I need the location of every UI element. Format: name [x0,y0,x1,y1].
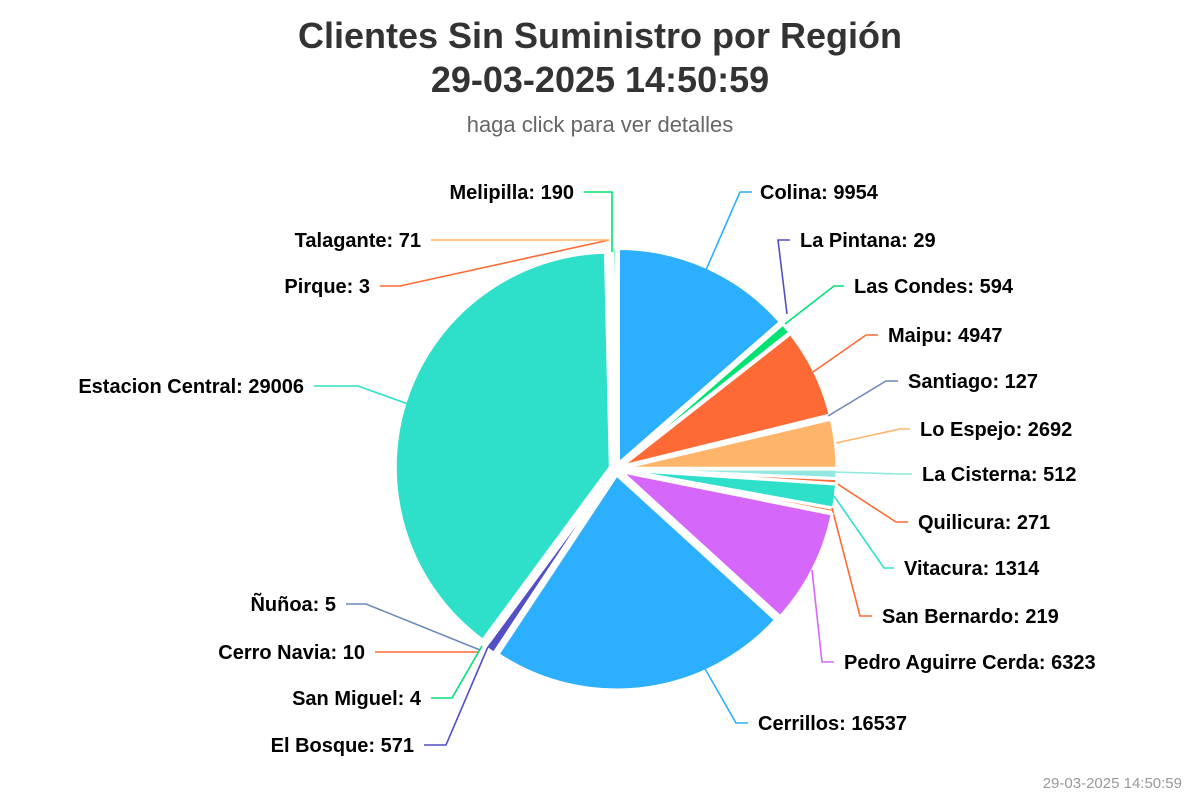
data-label: El Bosque: 571 [271,735,414,757]
data-label: Cerro Navia: 10 [218,642,365,664]
data-label-connector [811,569,834,663]
data-label: Melipilla: 190 [450,182,575,204]
data-label: Santiago: 127 [908,371,1038,393]
data-label-connector [703,666,748,724]
data-label-connector [777,239,790,315]
data-label: Pedro Aguirre Cerda: 6323 [844,652,1096,674]
data-label-connector [833,471,912,475]
data-label-connector [584,191,613,252]
data-label-connector [831,507,872,617]
data-label: Las Condes: 594 [854,276,1014,298]
data-label: Talagante: 71 [295,230,421,252]
data-label: San Bernardo: 219 [882,606,1059,628]
chart-title-line2: 29-03-2025 14:50:59 [430,59,770,100]
data-label: Estacion Central: 29006 [78,376,304,398]
data-label-connector [705,191,752,271]
data-label: Pirque: 3 [284,276,370,298]
data-label-connector [380,239,610,287]
chart-title-line1: Clientes Sin Suministro por Región [297,15,903,56]
pie-slice-cerrillos[interactable] [496,473,778,692]
data-label: Cerrillos: 16537 [758,713,907,735]
chart-subtitle: haga click para ver detalles [466,112,734,137]
data-label-connector [431,645,483,699]
data-label: Ñuñoa: 5 [250,593,336,616]
data-label-connector [784,285,844,325]
chart-credit: 29-03-2025 14:50:59 [1042,775,1182,792]
data-label-connector [835,428,910,444]
data-label-connector [812,334,878,373]
data-label: Colina: 9954 [760,182,879,204]
data-label-connector [835,482,908,523]
data-label: Vitacura: 1314 [904,558,1040,580]
data-label: Quilicura: 271 [918,512,1050,534]
pie-slice-melipilla[interactable] [610,246,618,465]
data-label-connector [833,495,894,569]
data-label-connector [424,641,491,746]
data-label-connector [314,385,409,405]
pie-slice-pedro-aguirre-cerda[interactable] [619,470,834,619]
pie-slice-ñuñoa[interactable] [483,472,614,649]
data-label: Maipu: 4947 [888,325,1002,347]
chart-title: Clientes Sin Suministro por Región 29-03… [0,14,1200,102]
data-label: Lo Espejo: 2692 [920,419,1072,441]
data-label-connector [346,603,481,651]
data-label: La Pintana: 29 [800,230,936,252]
data-label-connector [827,380,898,417]
data-label: San Miguel: 4 [292,688,422,710]
data-label: La Cisterna: 512 [922,464,1077,486]
